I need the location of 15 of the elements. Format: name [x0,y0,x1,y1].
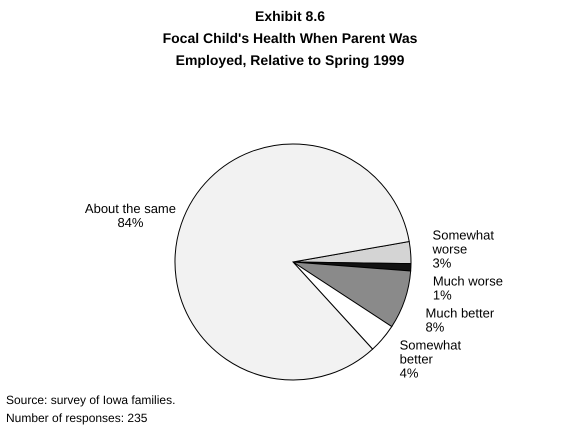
data-label: 84% [117,214,144,230]
slice-label: Somewhat worse [432,228,494,257]
slice-label: Much worse [432,274,503,289]
data-label: 1% [432,288,452,303]
slice-label: About the same [84,200,176,216]
data-label: 8% [426,320,445,335]
slice-label: Somewhat better [400,338,462,367]
source-note: Source: survey of Iowa families. [6,393,176,407]
text: Number of responses: 235 [6,411,148,425]
text: Exhibit 8.6 [254,8,326,24]
data-label: 3% [432,256,452,271]
slice-label: Much better [426,306,495,321]
text: Employed, Relative to Spring 1999 [176,52,404,68]
data-label: 4% [400,366,419,381]
text: Focal Child's Health When Parent Was [162,30,418,46]
